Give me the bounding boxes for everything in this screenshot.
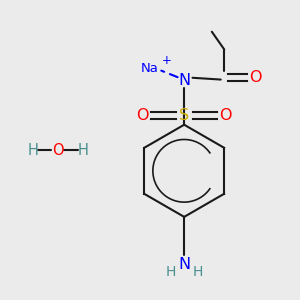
- Text: Na: Na: [141, 62, 159, 75]
- Text: O: O: [136, 108, 149, 123]
- Text: N: N: [178, 73, 190, 88]
- Text: N: N: [178, 257, 190, 272]
- Text: O: O: [249, 70, 262, 85]
- Text: H: H: [27, 142, 38, 158]
- Text: H: H: [192, 265, 203, 279]
- Text: H: H: [166, 265, 176, 279]
- Text: O: O: [52, 142, 64, 158]
- Text: +: +: [161, 54, 171, 67]
- Text: S: S: [179, 108, 189, 123]
- Text: H: H: [78, 142, 88, 158]
- Text: O: O: [220, 108, 232, 123]
